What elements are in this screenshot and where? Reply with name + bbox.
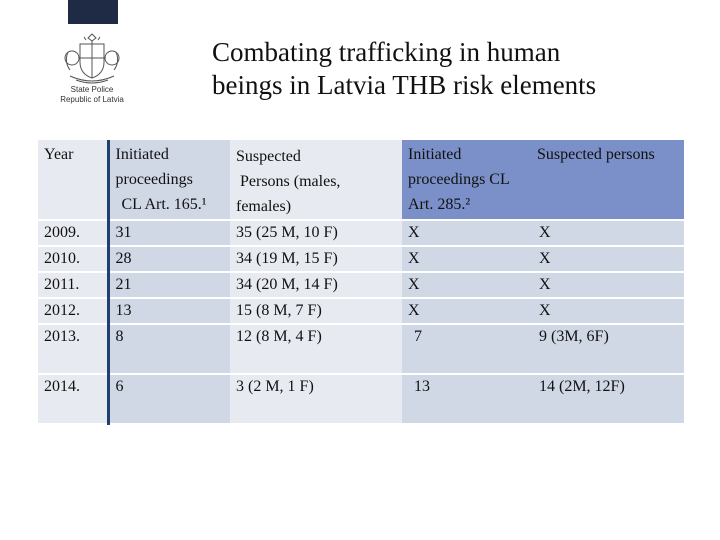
thb-statistics-table: Year Initiated proceedings CL Art. 165.¹… bbox=[38, 140, 684, 425]
cell-initiated: 8 bbox=[106, 324, 230, 375]
cell-initiated-285: X bbox=[402, 298, 533, 325]
cell-year: 2012. bbox=[38, 298, 108, 325]
page-title: Combating trafficking in human beings in… bbox=[212, 36, 692, 102]
cell-suspected: 34 (20 M, 14 F) bbox=[230, 272, 402, 299]
table-row: 2010. 28 34 (19 M, 15 F) X X bbox=[38, 246, 684, 273]
cell-year: 2013. bbox=[38, 324, 108, 375]
cell-suspected-285: X bbox=[533, 298, 684, 325]
cell-initiated-285: X bbox=[402, 220, 533, 247]
cell-suspected-285: 14 (2M, 12F) bbox=[533, 374, 684, 425]
table-row: 2009. 31 35 (25 M, 10 F) X X bbox=[38, 220, 684, 247]
cell-suspected: 35 (25 M, 10 F) bbox=[230, 220, 402, 247]
cell-initiated: 28 bbox=[106, 246, 230, 273]
header-initiated-165: Initiated proceedings CL Art. 165.¹ bbox=[106, 140, 230, 221]
logo-text-line1: State Police bbox=[70, 85, 114, 94]
logo-text-line2: Republic of Latvia bbox=[60, 95, 124, 104]
table-row: 2012. 13 15 (8 M, 7 F) X X bbox=[38, 298, 684, 325]
cell-initiated-285: X bbox=[402, 272, 533, 299]
header-suspected-persons: Suspected Persons (males, females) bbox=[230, 140, 402, 221]
table-row: 2011. 21 34 (20 M, 14 F) X X bbox=[38, 272, 684, 299]
cell-suspected-285: X bbox=[533, 272, 684, 299]
cell-suspected: 15 (8 M, 7 F) bbox=[230, 298, 402, 325]
cell-suspected: 3 (2 M, 1 F) bbox=[230, 374, 402, 425]
coat-of-arms-icon bbox=[64, 33, 120, 84]
cell-suspected-285: X bbox=[533, 246, 684, 273]
cell-suspected: 12 (8 M, 4 F) bbox=[230, 324, 402, 375]
table-header-row: Year Initiated proceedings CL Art. 165.¹… bbox=[38, 140, 684, 221]
cell-initiated: 31 bbox=[106, 220, 230, 247]
table-row: 2014. 6 3 (2 M, 1 F) 13 14 (2M, 12F) bbox=[38, 374, 684, 425]
cell-initiated-285: 13 bbox=[402, 374, 533, 425]
title-line2: beings in Latvia THB risk elements bbox=[212, 70, 597, 100]
header-year: Year bbox=[38, 140, 108, 221]
cell-year: 2010. bbox=[38, 246, 108, 273]
title-line1: Combating trafficking in human bbox=[212, 37, 561, 67]
header-suspected-persons-285: Suspected persons bbox=[533, 140, 684, 221]
cell-initiated: 6 bbox=[106, 374, 230, 425]
header-initiated-285: Initiated proceedings CL Art. 285.² bbox=[402, 140, 533, 221]
top-dark-block bbox=[68, 0, 118, 24]
state-police-logo: State Police Republic of Latvia bbox=[50, 32, 134, 120]
table-row: 2013. 8 12 (8 M, 4 F) 7 9 (3M, 6F) bbox=[38, 324, 684, 375]
cell-year: 2014. bbox=[38, 374, 108, 425]
cell-suspected-285: X bbox=[533, 220, 684, 247]
cell-suspected: 34 (19 M, 15 F) bbox=[230, 246, 402, 273]
cell-year: 2011. bbox=[38, 272, 108, 299]
cell-initiated: 13 bbox=[106, 298, 230, 325]
cell-initiated: 21 bbox=[106, 272, 230, 299]
cell-initiated-285: 7 bbox=[402, 324, 533, 375]
cell-initiated-285: X bbox=[402, 246, 533, 273]
cell-year: 2009. bbox=[38, 220, 108, 247]
cell-suspected-285: 9 (3M, 6F) bbox=[533, 324, 684, 375]
